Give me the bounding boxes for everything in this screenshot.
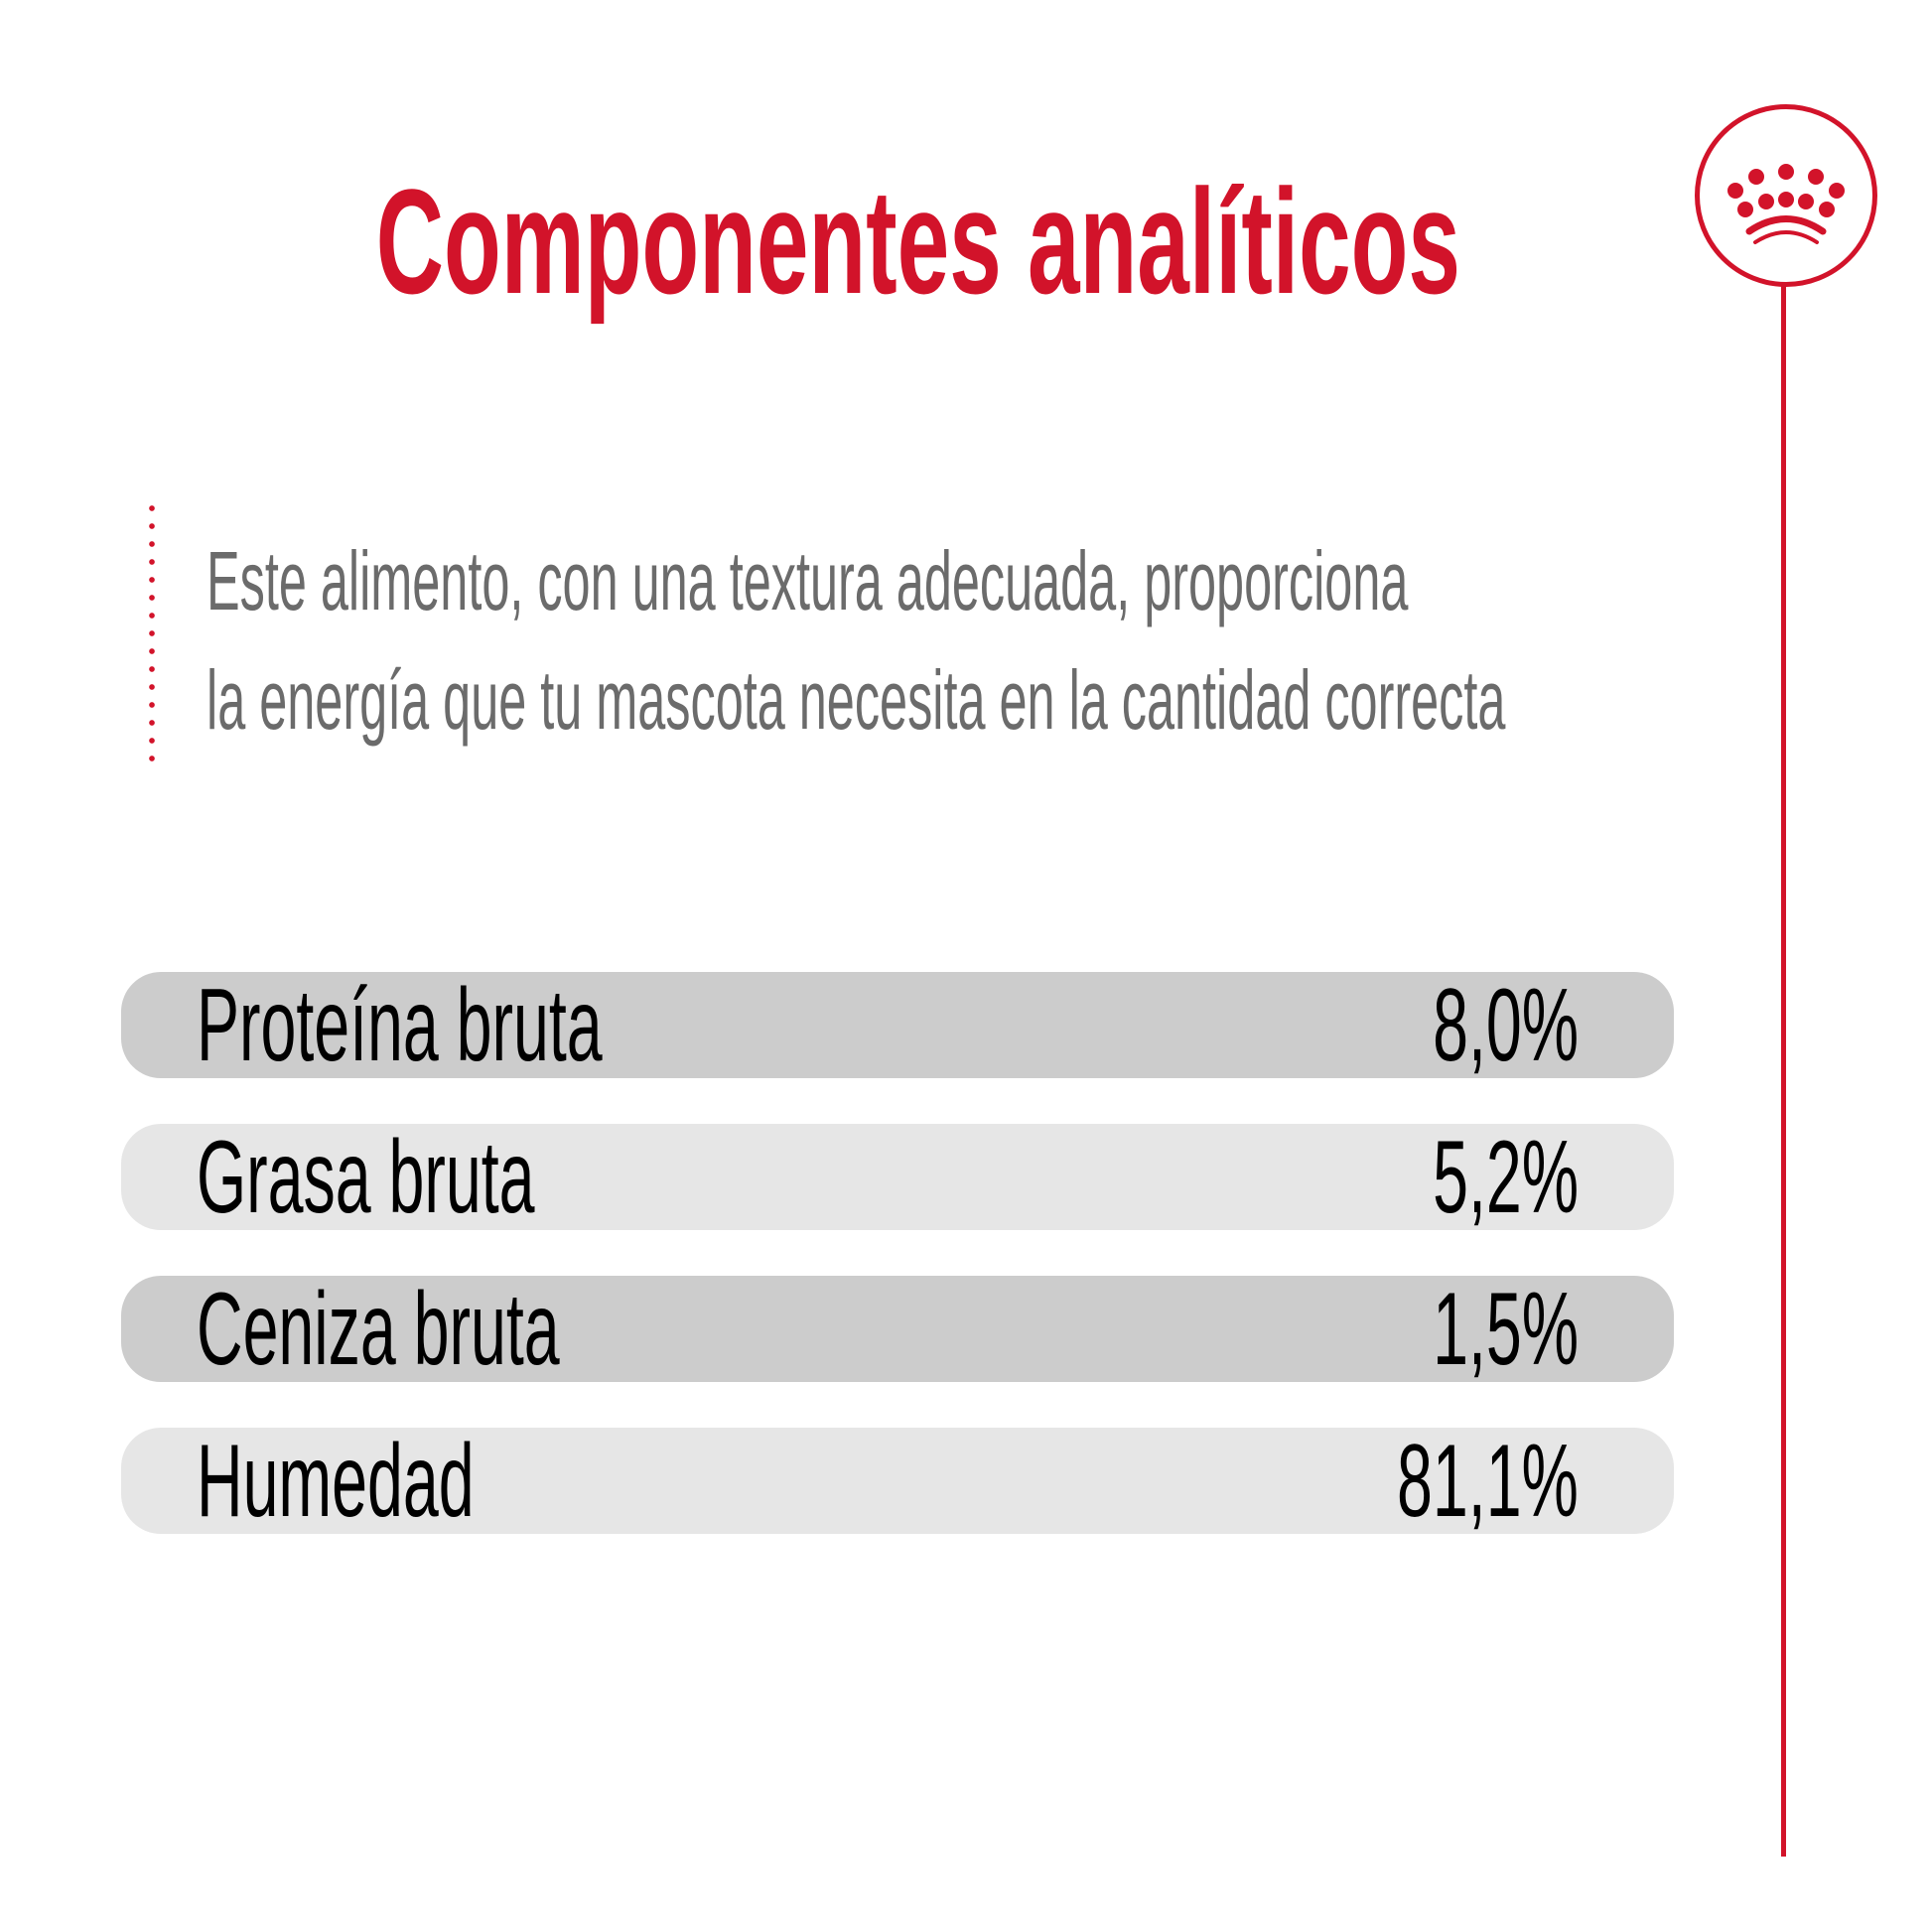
table-row: Grasa bruta 5,2% [121, 1124, 1674, 1230]
dotted-divider [149, 499, 155, 762]
component-label: Humedad [197, 1424, 475, 1539]
component-value: 81,1% [1397, 1424, 1579, 1539]
component-label: Proteína bruta [197, 968, 603, 1083]
description-line-2: la energía que tu mascota necesita en la… [207, 653, 1506, 747]
table-row: Proteína bruta 8,0% [121, 972, 1674, 1078]
page-title: Componentes analíticos [375, 158, 1461, 325]
table-row: Ceniza bruta 1,5% [121, 1276, 1674, 1382]
brand-logo [1695, 104, 1877, 287]
component-value: 8,0% [1433, 968, 1579, 1083]
component-label: Grasa bruta [197, 1120, 535, 1235]
vertical-divider [1781, 286, 1786, 1857]
table-row: Humedad 81,1% [121, 1428, 1674, 1534]
component-value: 1,5% [1433, 1272, 1579, 1387]
component-value: 5,2% [1433, 1120, 1579, 1235]
description-line-1: Este alimento, con una textura adecuada,… [207, 534, 1409, 627]
component-label: Ceniza bruta [197, 1272, 560, 1387]
royal-crown-icon [1727, 164, 1845, 244]
